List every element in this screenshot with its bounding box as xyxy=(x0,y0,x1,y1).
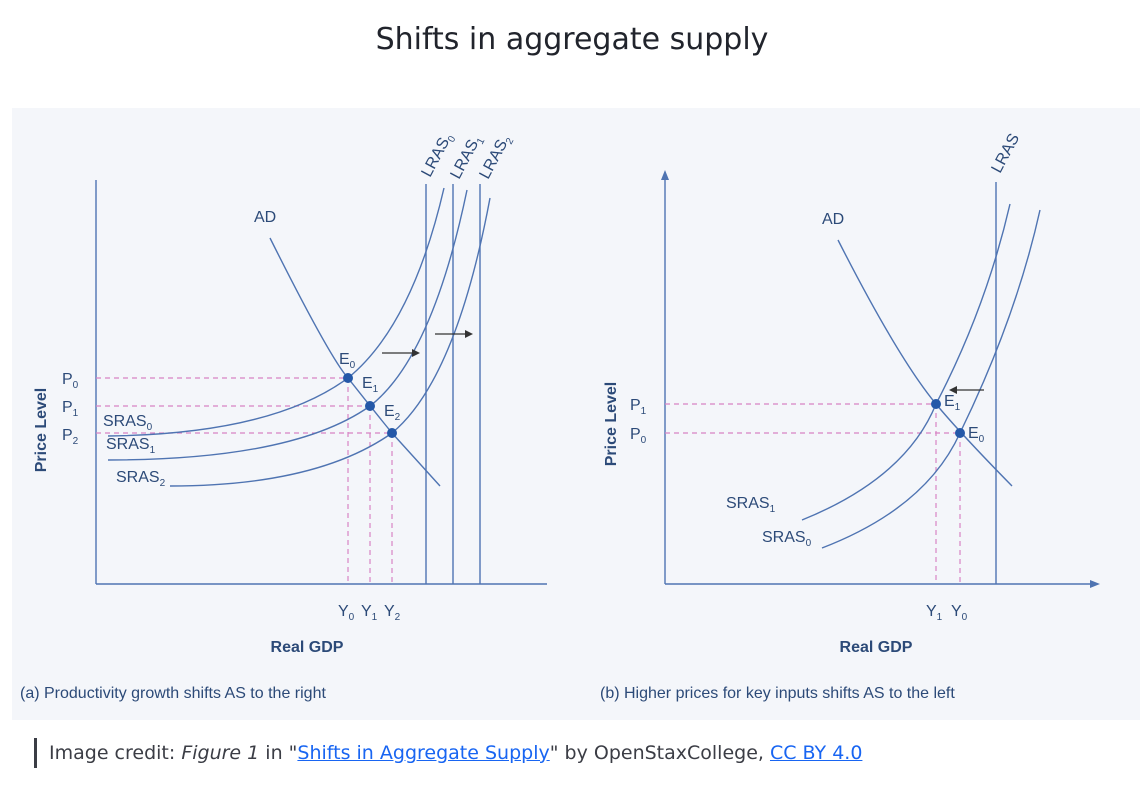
caption-a: (a) Productivity growth shifts AS to the… xyxy=(20,685,326,702)
sras2-label: SRAS2 xyxy=(116,469,166,489)
shift-arrow-1-head xyxy=(412,349,420,357)
sras1-label: SRAS1 xyxy=(726,495,776,515)
p0-label: P0 xyxy=(62,371,79,391)
e0-label: E0 xyxy=(339,351,356,371)
e1-label: E1 xyxy=(944,393,961,413)
equilibrium-point-e2 xyxy=(387,428,397,438)
ad-label: AD xyxy=(822,211,844,228)
subscript: 0 xyxy=(979,434,985,445)
panel-a-graph: AD LRAS0 LRAS1 LRAS2 SRAS0 SRAS1 SRAS2 P… xyxy=(20,130,547,702)
subscript: 1 xyxy=(641,406,647,417)
subscript: 0 xyxy=(962,612,968,623)
subscript: 1 xyxy=(373,384,379,395)
p1-label: P1 xyxy=(62,399,79,419)
figure-panel-b: AD LRAS SRAS1 SRAS0 P1 P0 E1 E0 Y1 Y0 Pr… xyxy=(576,108,1140,720)
y0-label: Y0 xyxy=(338,603,355,623)
equilibrium-point-e1 xyxy=(365,401,375,411)
p2-label: P2 xyxy=(62,427,79,447)
source-link[interactable]: Shifts in Aggregate Supply xyxy=(297,742,550,764)
x-axis-label: Real GDP xyxy=(271,639,344,656)
subscript: 0 xyxy=(349,612,355,623)
ad-curve xyxy=(837,239,1013,487)
license-link[interactable]: CC BY 4.0 xyxy=(769,742,863,764)
y-axis-arrowhead xyxy=(661,170,669,180)
credit-prefix: Image credit: xyxy=(49,742,182,764)
y1-label: Y1 xyxy=(361,603,378,623)
y0-label: Y0 xyxy=(951,603,968,623)
credit-figure-ref: Figure 1 xyxy=(181,742,260,764)
equilibrium-point-e1 xyxy=(931,399,941,409)
p1-label: P1 xyxy=(630,397,647,417)
subscript: 1 xyxy=(372,612,378,623)
subscript: 0 xyxy=(147,422,153,433)
subscript: 1 xyxy=(475,136,488,146)
subscript: 0 xyxy=(641,435,647,446)
subscript: 1 xyxy=(73,408,79,419)
ad-label: AD xyxy=(254,209,276,226)
y2-label: Y2 xyxy=(384,603,401,623)
credit-by-text: " by OpenStaxCollege, xyxy=(549,742,770,764)
credit-in-text: in " xyxy=(259,742,298,764)
p0-label: P0 xyxy=(630,426,647,446)
e2-label: E2 xyxy=(384,403,401,423)
subscript: 2 xyxy=(395,612,401,623)
y-axis-label: Price Level xyxy=(603,382,620,467)
subscript: 0 xyxy=(73,380,79,391)
image-credit: Image credit: Figure 1 in "Shifts in Agg… xyxy=(34,738,862,768)
subscript: 1 xyxy=(937,612,943,623)
shift-arrow-2-head xyxy=(465,330,473,338)
lras-label: LRAS xyxy=(989,131,1024,176)
subscript: 2 xyxy=(73,436,79,447)
sras1-label: SRAS1 xyxy=(106,436,156,456)
x-axis-label: Real GDP xyxy=(840,639,913,656)
figure-panel-a: AD LRAS0 LRAS1 LRAS2 SRAS0 SRAS1 SRAS2 P… xyxy=(12,108,576,720)
x-axis-arrowhead xyxy=(1090,580,1100,588)
y1-label: Y1 xyxy=(926,603,943,623)
page-title: Shifts in aggregate supply xyxy=(375,22,769,57)
sras2-curve xyxy=(169,197,491,487)
subscript: 1 xyxy=(955,402,961,413)
subscript: 0 xyxy=(446,134,459,144)
sras0-label: SRAS0 xyxy=(103,413,153,433)
subscript: 0 xyxy=(350,360,356,371)
subscript: 1 xyxy=(770,504,776,515)
sras0-curve xyxy=(821,209,1041,549)
e1-label: E1 xyxy=(362,375,379,395)
caption-b: (b) Higher prices for key inputs shifts … xyxy=(600,685,955,702)
sras0-label: SRAS0 xyxy=(762,529,812,549)
subscript: 2 xyxy=(504,136,517,146)
equilibrium-point-e0 xyxy=(343,373,353,383)
equilibrium-point-e0 xyxy=(955,428,965,438)
subscript: 2 xyxy=(395,412,401,423)
subscript: 0 xyxy=(806,538,812,549)
subscript: 2 xyxy=(160,478,166,489)
sras1-curve xyxy=(107,189,468,461)
shift-arrow-head xyxy=(949,386,957,394)
y-axis-label: Price Level xyxy=(33,388,50,473)
subscript: 1 xyxy=(150,445,156,456)
panel-b-graph: AD LRAS SRAS1 SRAS0 P1 P0 E1 E0 Y1 Y0 Pr… xyxy=(600,131,1100,702)
